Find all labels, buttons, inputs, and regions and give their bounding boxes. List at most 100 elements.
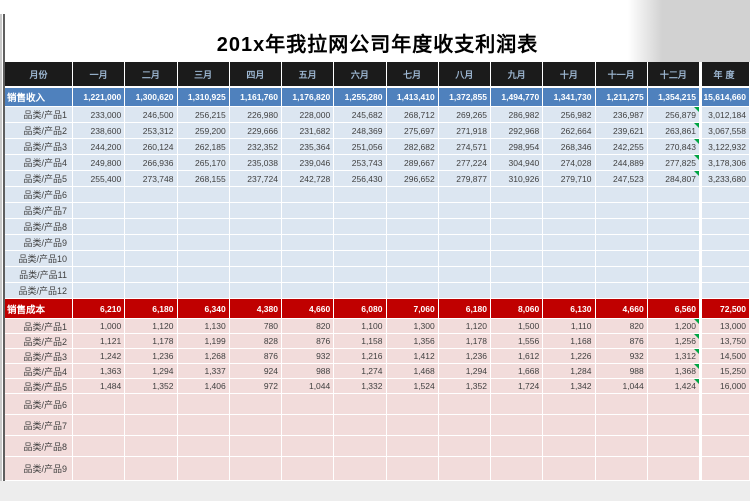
data-cell[interactable]: 233,000 <box>73 107 126 123</box>
data-cell[interactable] <box>491 219 544 235</box>
data-cell[interactable]: 292,968 <box>491 123 544 139</box>
data-cell[interactable]: 1,312 <box>647 349 700 364</box>
data-cell[interactable] <box>334 436 387 457</box>
data-cell[interactable]: 260,124 <box>125 139 178 155</box>
data-cell[interactable] <box>386 219 439 235</box>
data-cell[interactable] <box>647 394 700 415</box>
data-cell[interactable]: 235,038 <box>229 155 282 171</box>
data-cell[interactable] <box>334 267 387 283</box>
data-cell[interactable]: 253,312 <box>125 123 178 139</box>
data-cell[interactable]: 247,523 <box>595 171 648 187</box>
row-label[interactable]: 品类/产品6 <box>5 187 73 203</box>
row-label[interactable]: 品类/产品2 <box>5 123 73 139</box>
revenue-total-cell[interactable]: 1,255,280 <box>334 88 387 107</box>
data-cell[interactable] <box>647 415 700 436</box>
data-cell[interactable]: 1,352 <box>438 379 491 394</box>
data-cell[interactable]: 253,743 <box>334 155 387 171</box>
annual-cell[interactable]: 13,750 <box>700 334 750 349</box>
data-cell[interactable] <box>386 283 439 299</box>
annual-cell[interactable] <box>700 235 750 251</box>
data-cell[interactable] <box>491 415 544 436</box>
data-cell[interactable]: 1,178 <box>125 334 178 349</box>
revenue-total-label[interactable]: 销售收入 <box>5 88 73 107</box>
data-cell[interactable]: 1,556 <box>491 334 544 349</box>
data-cell[interactable]: 279,710 <box>543 171 596 187</box>
data-cell[interactable]: 248,369 <box>334 123 387 139</box>
column-header[interactable]: 一月 <box>73 62 126 88</box>
data-cell[interactable] <box>386 436 439 457</box>
data-cell[interactable]: 820 <box>282 319 335 334</box>
data-cell[interactable]: 244,889 <box>595 155 648 171</box>
column-header[interactable]: 七月 <box>386 62 439 88</box>
annual-cell[interactable] <box>700 415 750 436</box>
data-cell[interactable] <box>282 235 335 251</box>
data-cell[interactable] <box>282 436 335 457</box>
data-cell[interactable] <box>491 283 544 299</box>
data-cell[interactable] <box>595 235 648 251</box>
data-cell[interactable]: 1,363 <box>73 364 126 379</box>
data-cell[interactable]: 1,268 <box>177 349 230 364</box>
data-cell[interactable] <box>282 251 335 267</box>
revenue-total-cell[interactable]: 1,494,770 <box>491 88 544 107</box>
data-cell[interactable]: 228,000 <box>282 107 335 123</box>
data-cell[interactable] <box>125 187 178 203</box>
data-cell[interactable]: 274,571 <box>438 139 491 155</box>
data-cell[interactable]: 1,368 <box>647 364 700 379</box>
column-header[interactable]: 六月 <box>334 62 387 88</box>
data-cell[interactable] <box>125 457 178 481</box>
data-cell[interactable] <box>543 283 596 299</box>
data-cell[interactable]: 1,000 <box>73 319 126 334</box>
annual-cell[interactable]: 16,000 <box>700 379 750 394</box>
data-cell[interactable] <box>491 187 544 203</box>
data-cell[interactable]: 271,918 <box>438 123 491 139</box>
data-cell[interactable]: 1,468 <box>386 364 439 379</box>
data-cell[interactable] <box>177 187 230 203</box>
annual-cell[interactable]: 14,500 <box>700 349 750 364</box>
data-cell[interactable]: 289,667 <box>386 155 439 171</box>
data-cell[interactable] <box>73 457 126 481</box>
column-header[interactable]: 四月 <box>229 62 282 88</box>
data-cell[interactable] <box>647 203 700 219</box>
data-cell[interactable] <box>543 415 596 436</box>
data-cell[interactable] <box>386 394 439 415</box>
data-cell[interactable] <box>647 187 700 203</box>
data-cell[interactable] <box>491 235 544 251</box>
data-cell[interactable] <box>229 267 282 283</box>
data-cell[interactable] <box>229 415 282 436</box>
annual-cell[interactable] <box>700 436 750 457</box>
data-cell[interactable] <box>647 219 700 235</box>
cost-total-cell[interactable]: 4,660 <box>595 299 648 319</box>
data-cell[interactable]: 1,342 <box>543 379 596 394</box>
data-cell[interactable]: 1,294 <box>125 364 178 379</box>
data-cell[interactable]: 262,185 <box>177 139 230 155</box>
data-cell[interactable] <box>73 436 126 457</box>
data-cell[interactable]: 1,168 <box>543 334 596 349</box>
data-cell[interactable]: 279,877 <box>438 171 491 187</box>
data-cell[interactable]: 1,044 <box>282 379 335 394</box>
data-cell[interactable] <box>438 219 491 235</box>
data-cell[interactable]: 1,121 <box>73 334 126 349</box>
data-cell[interactable]: 256,982 <box>543 107 596 123</box>
data-cell[interactable] <box>647 283 700 299</box>
annual-cell[interactable] <box>700 251 750 267</box>
data-cell[interactable]: 1,120 <box>438 319 491 334</box>
data-cell[interactable] <box>438 457 491 481</box>
data-cell[interactable]: 246,500 <box>125 107 178 123</box>
cost-total-cell[interactable]: 4,380 <box>229 299 282 319</box>
data-cell[interactable]: 266,936 <box>125 155 178 171</box>
row-label[interactable]: 品类/产品12 <box>5 283 73 299</box>
data-cell[interactable]: 268,155 <box>177 171 230 187</box>
data-cell[interactable]: 277,224 <box>438 155 491 171</box>
data-cell[interactable]: 256,879 <box>647 107 700 123</box>
data-cell[interactable]: 237,724 <box>229 171 282 187</box>
data-cell[interactable] <box>491 394 544 415</box>
data-cell[interactable]: 249,800 <box>73 155 126 171</box>
data-cell[interactable]: 274,028 <box>543 155 596 171</box>
data-cell[interactable] <box>229 436 282 457</box>
row-label[interactable]: 品类/产品7 <box>5 203 73 219</box>
data-cell[interactable] <box>125 267 178 283</box>
data-cell[interactable] <box>438 203 491 219</box>
data-cell[interactable] <box>229 394 282 415</box>
data-cell[interactable]: 972 <box>229 379 282 394</box>
data-cell[interactable] <box>543 251 596 267</box>
